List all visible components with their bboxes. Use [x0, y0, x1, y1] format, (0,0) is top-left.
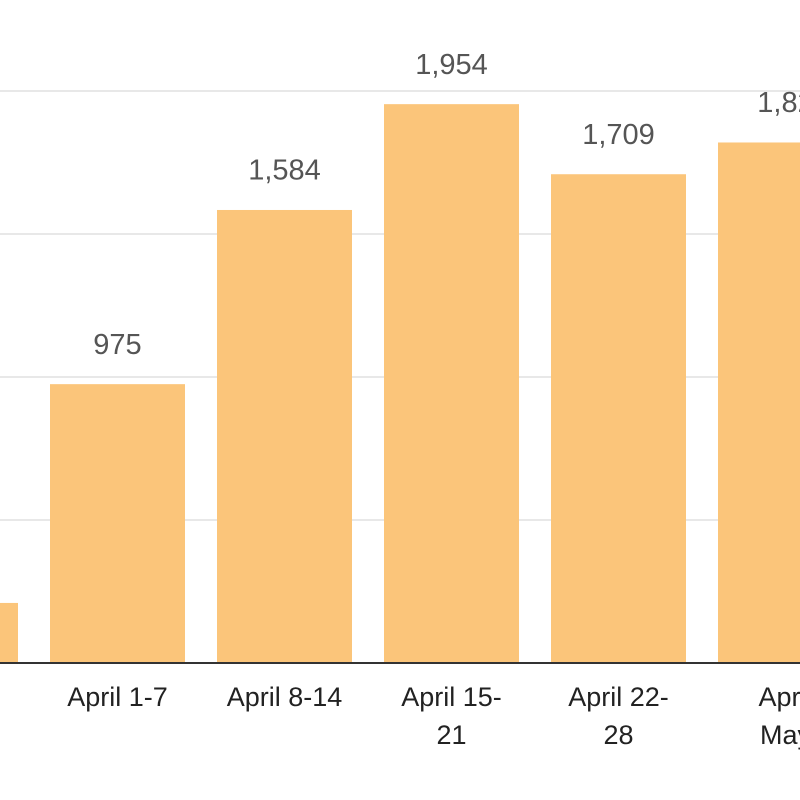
x-tick-label: April 8-14: [227, 682, 343, 712]
x-tick-label: May: [760, 720, 800, 750]
x-tick-label: April 1-7: [67, 682, 168, 712]
value-label: 1,82: [757, 87, 800, 119]
bar: [384, 104, 519, 663]
bar: [718, 142, 800, 664]
x-tick-label: 28: [603, 720, 633, 750]
value-label: 1,709: [582, 119, 655, 151]
x-tick-label: April: [758, 682, 800, 712]
bar: [50, 384, 185, 663]
bar: [551, 174, 686, 663]
value-label: 1,584: [248, 155, 321, 187]
x-tick-label: April 22-: [568, 682, 669, 712]
x-tick-label: 21: [436, 720, 466, 750]
value-label: 1,954: [415, 49, 488, 81]
bar: [0, 602, 18, 663]
value-label: 975: [93, 329, 141, 361]
x-tick-label: April 15-: [401, 682, 502, 712]
bar: [217, 209, 352, 663]
